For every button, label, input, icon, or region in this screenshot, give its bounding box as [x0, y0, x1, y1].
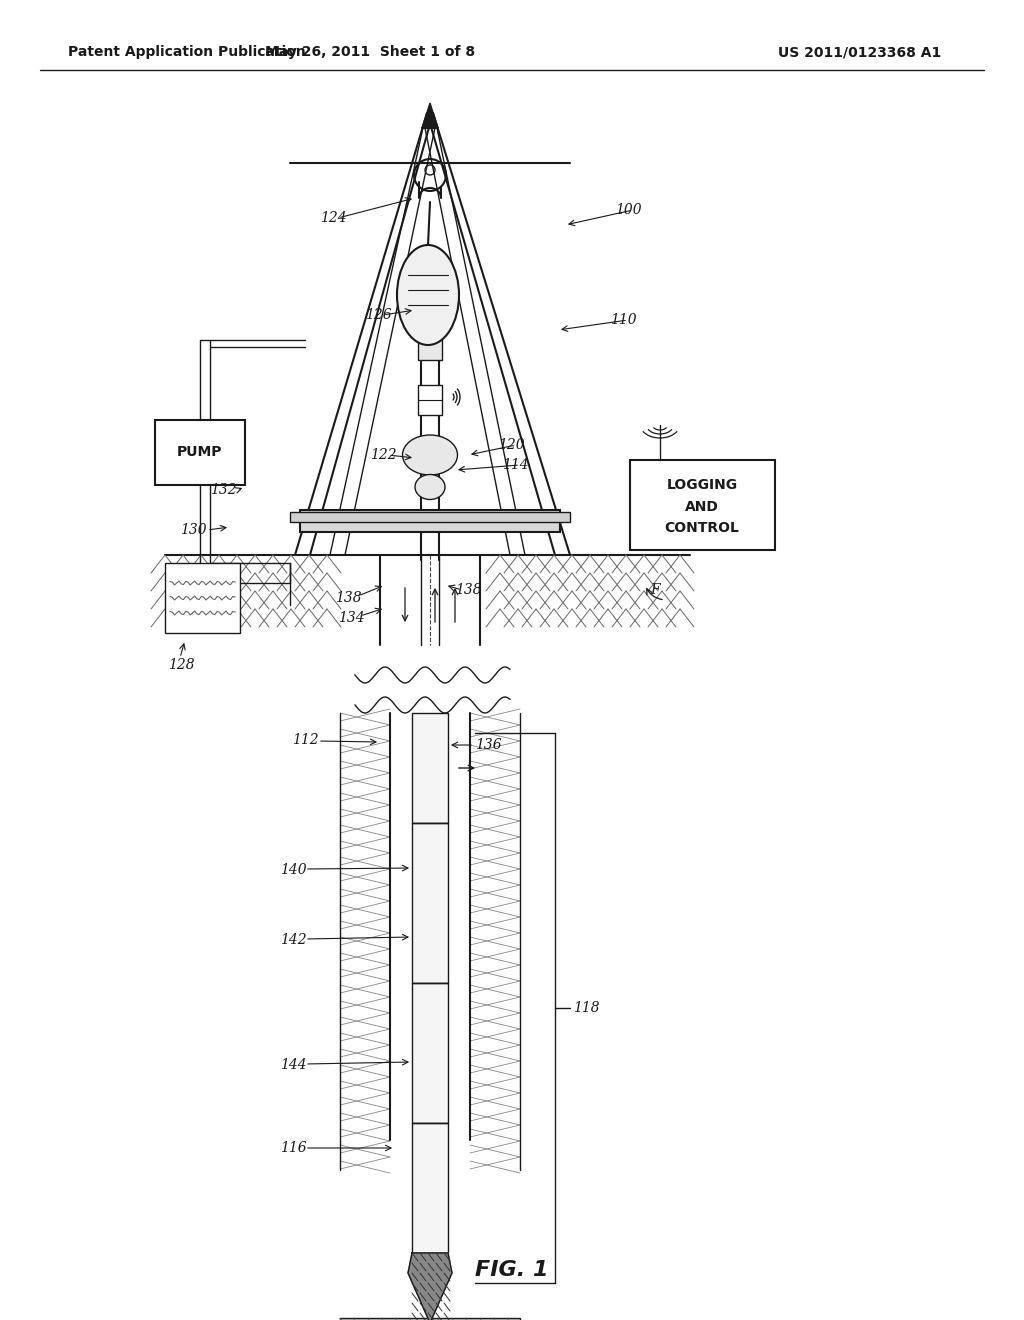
Text: 134: 134: [338, 611, 365, 624]
Text: 140: 140: [280, 863, 306, 876]
Text: 138: 138: [335, 591, 361, 605]
Bar: [412, 983, 449, 1123]
Bar: [340, 1317, 520, 1320]
Text: US 2011/0123368 A1: US 2011/0123368 A1: [778, 45, 942, 59]
Text: 116: 116: [280, 1140, 306, 1155]
Bar: [412, 822, 449, 983]
Bar: [412, 713, 449, 822]
Text: 112: 112: [292, 733, 318, 747]
Bar: [165, 564, 240, 634]
Text: LOGGING: LOGGING: [667, 478, 737, 492]
Text: 132: 132: [210, 483, 237, 498]
Text: 126: 126: [365, 308, 391, 322]
Text: 124: 124: [319, 211, 347, 224]
Ellipse shape: [397, 246, 459, 345]
Bar: [300, 510, 560, 532]
Text: 138: 138: [455, 583, 481, 597]
Polygon shape: [408, 1253, 452, 1320]
Text: F: F: [650, 583, 659, 597]
Text: 118: 118: [573, 1001, 600, 1015]
Text: 100: 100: [615, 203, 642, 216]
Text: 128: 128: [168, 657, 195, 672]
Text: AND: AND: [685, 500, 719, 513]
Ellipse shape: [415, 474, 445, 499]
Bar: [155, 420, 245, 484]
Text: Patent Application Publication: Patent Application Publication: [68, 45, 306, 59]
Text: CONTROL: CONTROL: [665, 521, 739, 536]
Text: 120: 120: [498, 438, 524, 451]
Polygon shape: [422, 103, 438, 128]
Bar: [630, 459, 775, 550]
Ellipse shape: [402, 436, 458, 475]
Text: PUMP: PUMP: [177, 445, 223, 459]
Text: 122: 122: [370, 447, 396, 462]
Text: FIG. 1: FIG. 1: [475, 1261, 549, 1280]
Text: 130: 130: [180, 523, 207, 537]
Bar: [418, 341, 442, 360]
Text: 142: 142: [280, 933, 306, 946]
Text: 136: 136: [475, 738, 502, 752]
Bar: [412, 1123, 449, 1253]
Bar: [418, 385, 442, 414]
Text: 144: 144: [280, 1059, 306, 1072]
Text: 110: 110: [610, 313, 637, 327]
Text: May 26, 2011  Sheet 1 of 8: May 26, 2011 Sheet 1 of 8: [265, 45, 475, 59]
Text: 114: 114: [502, 458, 528, 473]
Bar: [290, 512, 570, 521]
